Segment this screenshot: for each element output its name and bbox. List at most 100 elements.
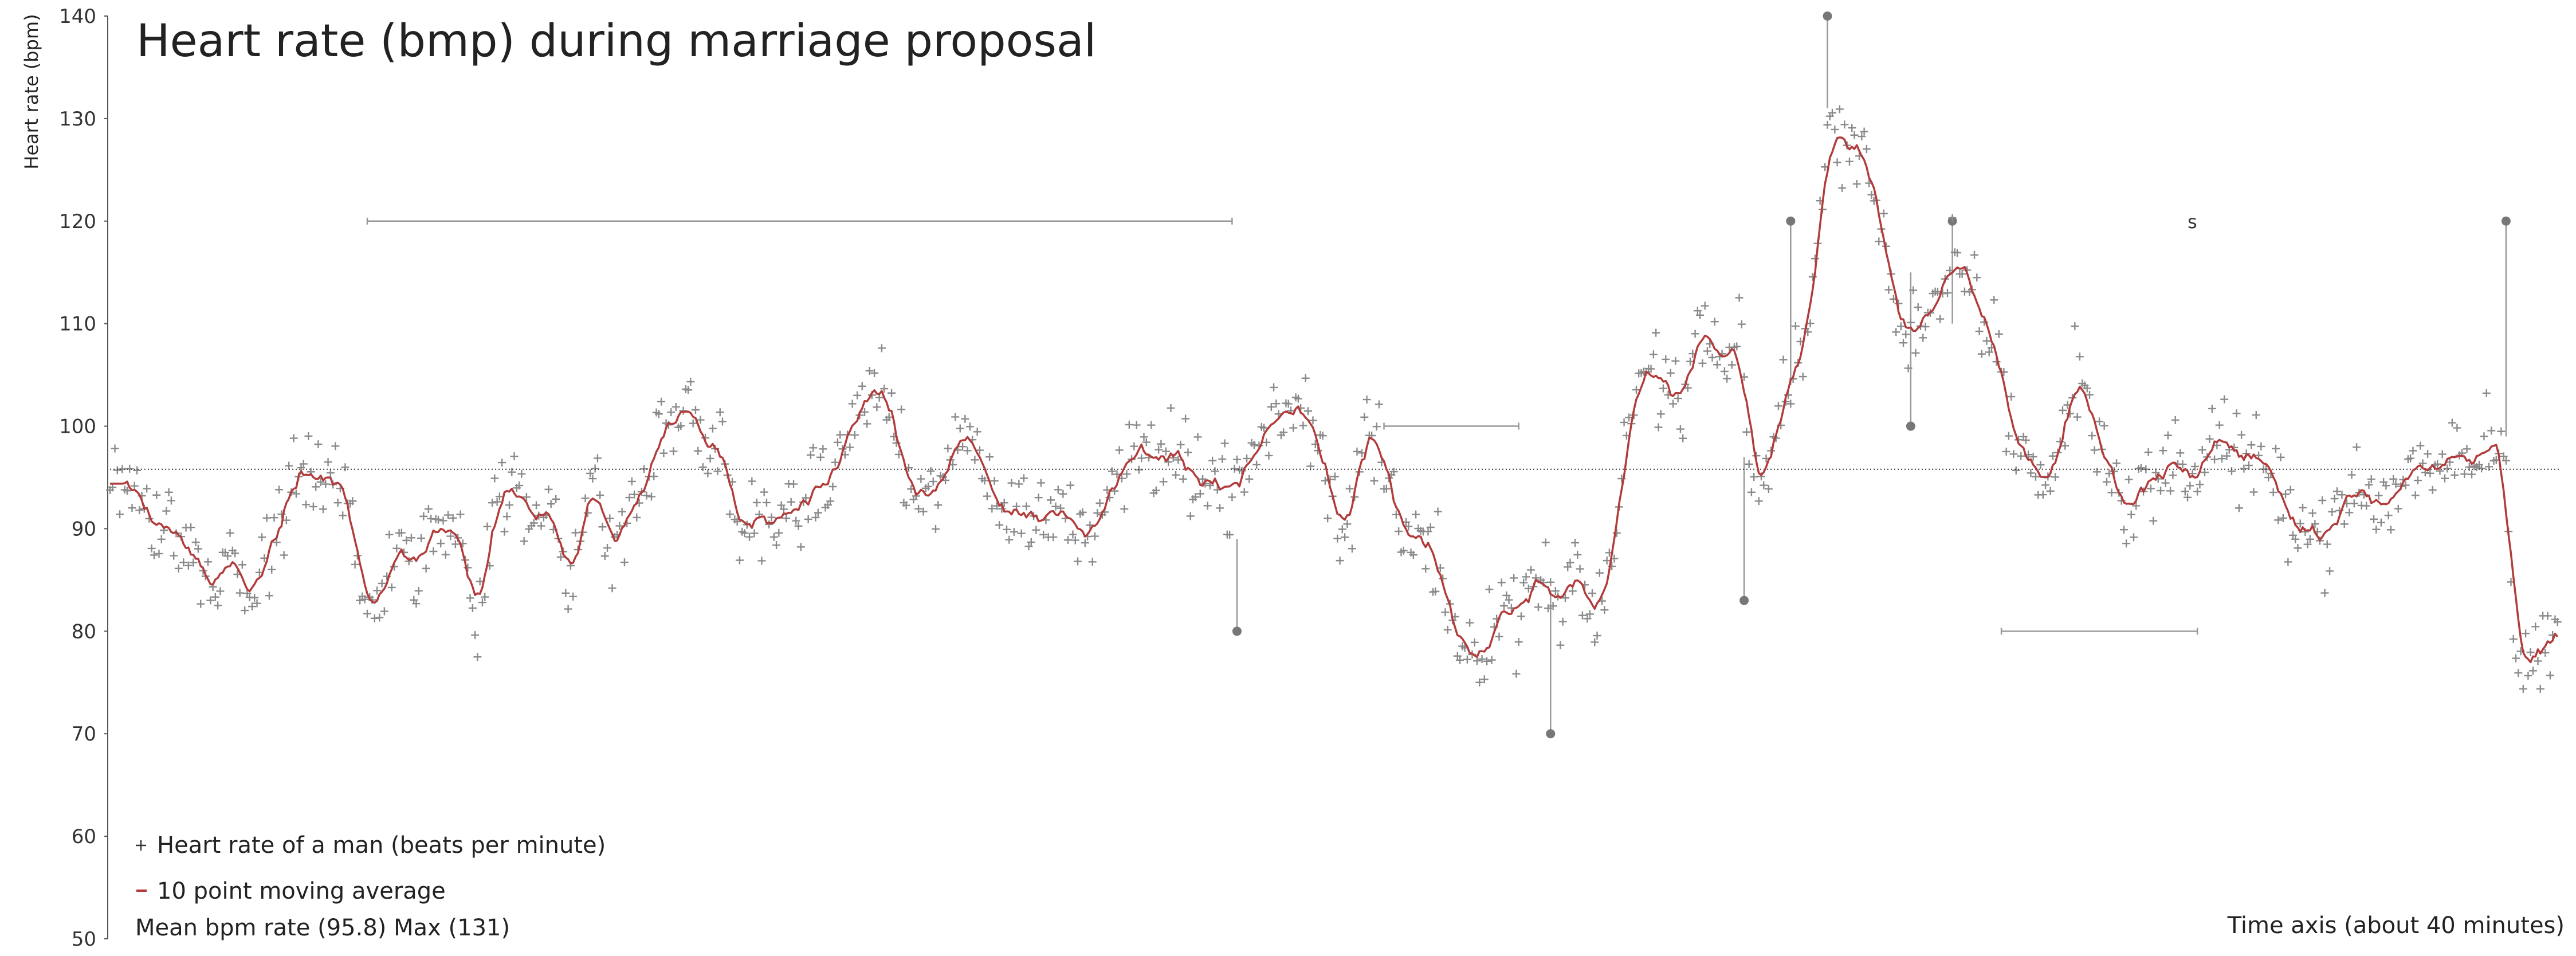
heart-rate-point [2365, 481, 2373, 489]
heart-rate-point [691, 406, 700, 414]
heart-rate-point [2320, 589, 2329, 597]
heart-rate-point [378, 579, 386, 587]
heart-rate-point [1620, 418, 1628, 426]
heart-rate-point [1556, 641, 1565, 649]
heart-rate-point [1122, 470, 1131, 479]
heart-rate-point [552, 495, 560, 503]
heart-rate-point [630, 490, 639, 499]
heart-rate-point [914, 504, 923, 513]
y-tick-label: 100 [59, 416, 96, 438]
heart-rate-point [490, 474, 499, 483]
heart-rate-point [2198, 445, 2206, 454]
heart-rate-point [1500, 602, 1509, 610]
heart-rate-point [1838, 184, 1847, 193]
heart-rate-point [1892, 328, 1900, 336]
heart-rate-point [1833, 158, 1841, 167]
heart-rate-point [816, 453, 825, 461]
heart-rate-point [1693, 307, 1702, 315]
heart-rate-point [1208, 456, 1217, 465]
legend: Heart rate of a man (beats per minute) 1… [136, 832, 606, 904]
heart-rate-point [2282, 490, 2290, 499]
heart-rate-point [1666, 369, 1675, 377]
heart-rate-point [167, 496, 175, 505]
heart-rate-point [760, 488, 768, 496]
heart-rate-point [748, 477, 756, 485]
heart-rate-point [1845, 157, 1854, 166]
heart-rate-point [831, 458, 839, 467]
heart-rate-point [1140, 433, 1148, 441]
heart-rate-point [2441, 474, 2449, 483]
heart-rate-point [2228, 467, 2236, 476]
heart-rate-point [223, 552, 232, 561]
heart-rate-point [1003, 525, 1011, 534]
heart-rate-point [963, 446, 972, 455]
heart-rate-point [2215, 421, 2224, 429]
heart-rate-point [1421, 565, 1430, 573]
heart-rate-point [250, 593, 259, 602]
heart-rate-point [1654, 423, 1663, 432]
heart-rate-point [2007, 392, 2016, 401]
heart-rate-point [1463, 655, 1471, 664]
heart-rate-point [980, 476, 989, 485]
heart-rate-point [932, 524, 940, 533]
heart-rate-point [111, 444, 119, 453]
heart-rate-point [2330, 495, 2339, 503]
heart-rate-point [473, 653, 482, 661]
heart-rate-point [1669, 399, 1678, 408]
heart-rate-point [1524, 584, 1533, 593]
heart-rate-point [806, 450, 815, 459]
heart-rate-point [620, 558, 629, 567]
heart-rate-point [1921, 323, 1930, 331]
heart-rate-point [174, 564, 183, 573]
heart-rate-point [2041, 481, 2050, 489]
heart-rate-point [1232, 455, 1241, 464]
heart-rate-point [2237, 430, 2246, 439]
heart-rate-point [2244, 461, 2253, 469]
heart-rate-point [983, 492, 991, 500]
heart-rate-point [1470, 638, 1479, 647]
heart-rate-point [1226, 530, 1234, 539]
heart-rate-point [1696, 311, 1705, 319]
heart-rate-point [515, 481, 524, 490]
heart-rate-point [2090, 446, 2099, 455]
heart-rate-point [2353, 443, 2361, 452]
heart-rate-point [1147, 421, 1156, 429]
heart-rate-point [253, 599, 261, 608]
heart-rate-point [745, 532, 754, 541]
heart-rate-point [270, 514, 278, 522]
heart-rate-point [1943, 289, 1951, 297]
heart-rate-point [1659, 384, 1667, 393]
heart-rate-point [669, 447, 678, 456]
heart-rate-point [1573, 550, 1582, 559]
heart-rate-point [1867, 190, 1876, 199]
heart-rate-point [439, 516, 447, 525]
heart-rate-point [1375, 400, 1383, 409]
heart-rate-point [569, 592, 578, 601]
heart-rate-point [1519, 578, 1528, 587]
heart-rate-point [1303, 407, 1312, 416]
heart-rate-point [1985, 348, 1993, 356]
heart-rate-point [2389, 475, 2398, 483]
heart-rate-point [2144, 448, 2153, 457]
heart-rate-point [765, 520, 773, 528]
heart-rate-point [1142, 438, 1150, 446]
heart-rate-point [2345, 508, 2354, 517]
heart-rate-point [2205, 434, 2214, 443]
heart-rate-point [1434, 507, 1442, 516]
heart-rate-point [2039, 491, 2047, 499]
heart-rate-point [1059, 489, 1067, 498]
heart-rate-point [363, 609, 371, 618]
heart-rate-point [1360, 413, 1369, 421]
heart-rate-point [2543, 612, 2552, 620]
heart-rate-point [1970, 250, 1979, 259]
heart-rate-point [1155, 445, 1163, 454]
heart-rate-point [1600, 606, 1609, 614]
heart-rate-point [1216, 504, 1224, 512]
heart-rate-point [995, 521, 1004, 529]
heart-rate-point [1172, 471, 1180, 479]
heart-rate-point [1392, 510, 1400, 519]
heart-rate-point [505, 501, 513, 510]
heart-rate-point [373, 586, 382, 595]
heart-rate-point [713, 467, 722, 476]
heart-rate-point [2426, 469, 2434, 477]
